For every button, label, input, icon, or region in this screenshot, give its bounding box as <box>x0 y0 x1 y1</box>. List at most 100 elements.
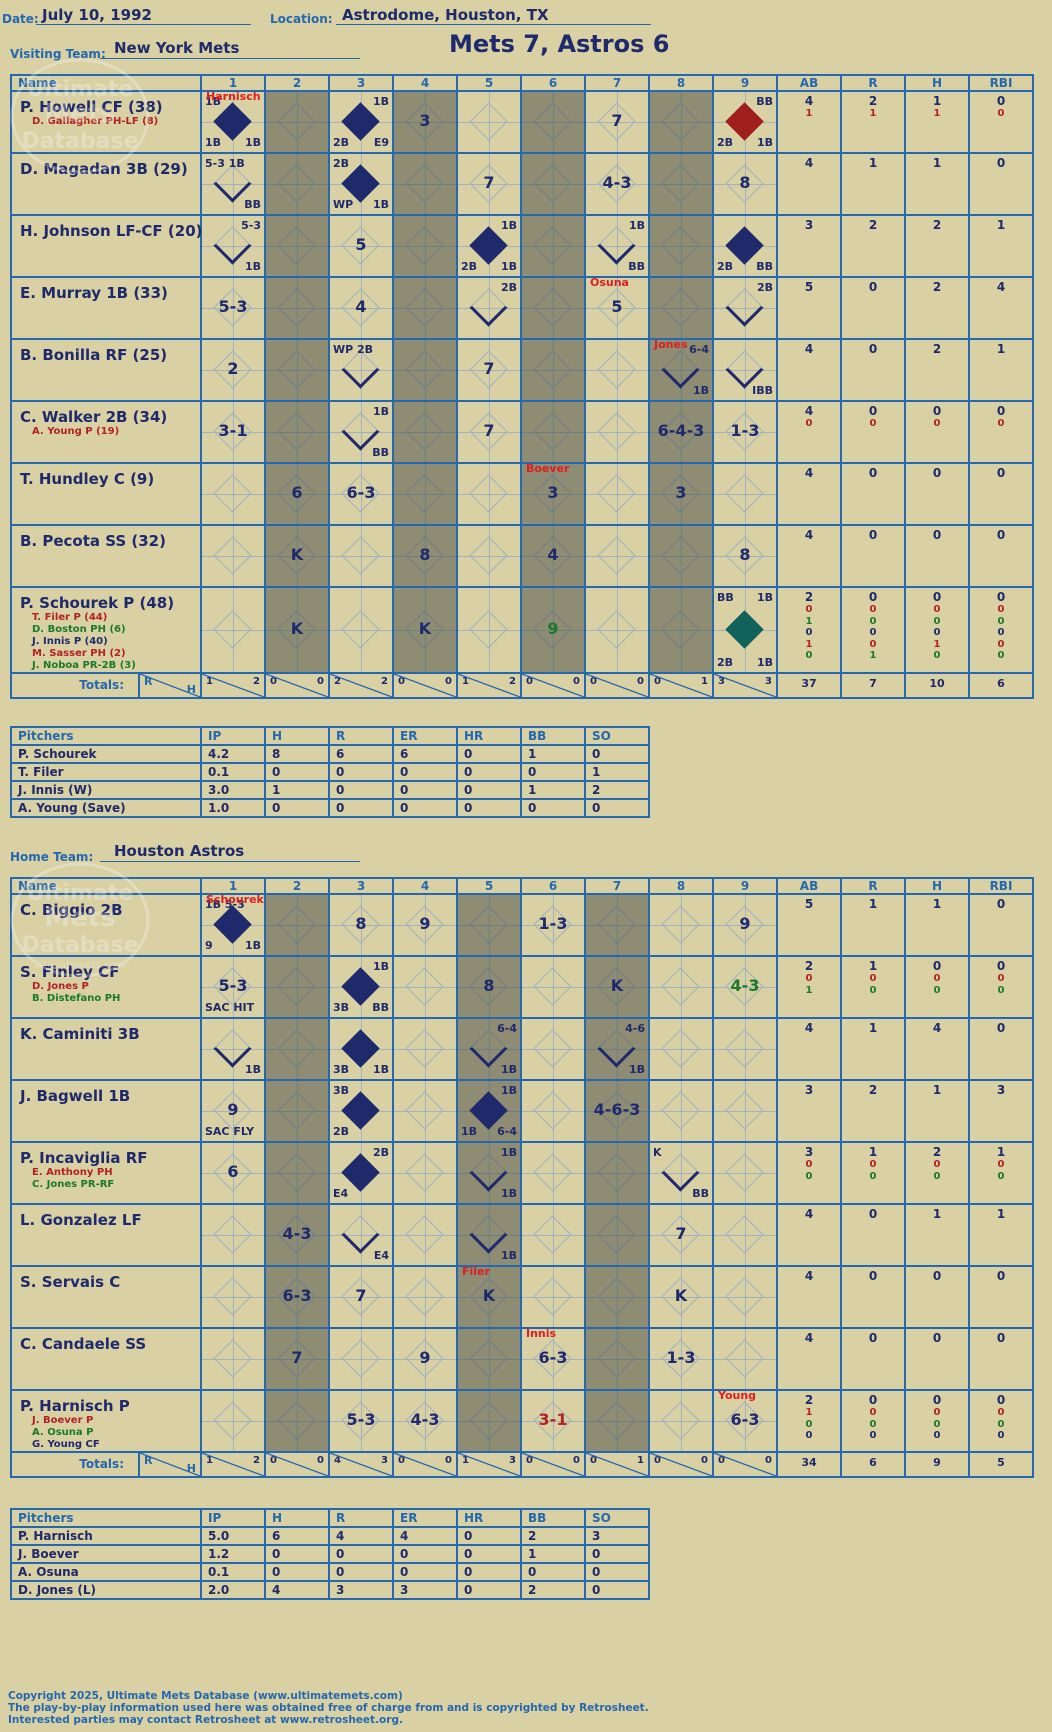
basepath-diamond-icon <box>725 1215 764 1254</box>
visitors-pitching-table: Pitchers IP H R ER HR BB SO P. Schourek 4.2 8 6 6 0 1 0… <box>10 726 650 818</box>
visitors-cell-vline <box>489 589 490 671</box>
home-inning-cell <box>264 955 330 1019</box>
home-inning-total-slash <box>266 1453 328 1476</box>
visitors-stat-total: 7 <box>840 672 906 699</box>
basepath-diamond-icon <box>533 288 572 327</box>
visitors-play-result: 4 <box>547 545 559 564</box>
visitors-inning-cell <box>328 586 394 674</box>
home-cell-vline <box>553 1020 554 1078</box>
home-stat-r: 1 <box>840 1017 906 1081</box>
basepath-diamond-icon <box>213 1339 252 1378</box>
home-stat-total: 34 <box>776 1451 842 1478</box>
home-stat-r: 2 <box>840 1079 906 1143</box>
home-batter-name: S. Servais C <box>20 1273 121 1291</box>
visitors-pitcher-stat: 0 <box>520 798 586 818</box>
home-pitcher-stat: 0 <box>264 1562 330 1582</box>
home-inning-cell <box>520 1079 586 1143</box>
visitors-inning-cell: 3 <box>392 90 458 154</box>
visitors-play-result: 6-3 <box>346 483 376 502</box>
home-inning-cell <box>584 1141 650 1205</box>
visitors-substitute-name: J. Innis P (40) <box>32 636 108 647</box>
visitors-stat-value: 0 <box>997 650 1005 661</box>
home-stat-h: 0 <box>904 1327 970 1391</box>
visitors-play-result: 3 <box>547 483 559 502</box>
visitors-play-annotation: 2B <box>717 656 734 669</box>
visitors-inning-cell: 5-3 1B BB <box>200 152 266 216</box>
basepath-diamond-icon <box>725 288 764 327</box>
home-inning-total-slash <box>330 1453 392 1476</box>
home-batter-name: P. Incaviglia RF <box>20 1149 148 1167</box>
visitors-stat-ab: 4 <box>776 524 842 588</box>
home-inning-cell <box>264 1017 330 1081</box>
home-inning-cell <box>456 1327 522 1391</box>
basepath-diamond-icon <box>405 1091 444 1130</box>
basepath-diamond-icon <box>661 610 700 649</box>
visitors-cell-vline <box>361 341 362 399</box>
visitors-play-annotation: 2B <box>500 281 517 294</box>
home-play-annotation: 1B <box>244 939 261 952</box>
home-pitcher-name: P. Harnisch <box>10 1526 202 1546</box>
home-cell-vline <box>425 1330 426 1388</box>
visitors-batter-name-cell: P. Howell CF (38) D. Gallagher PH-LF (8) <box>10 90 202 154</box>
visitors-inning-cell <box>456 462 522 526</box>
home-cell-vline <box>425 1082 426 1140</box>
visitors-play-annotation: 1B <box>205 136 222 149</box>
home-play-annotation: 1B <box>244 1063 261 1076</box>
home-batter-name: J. Bagwell 1B <box>20 1087 131 1105</box>
visitors-stat-value: 2 <box>932 280 942 294</box>
home-stat-value: 0 <box>805 1430 813 1441</box>
run-scored-diamond-icon <box>469 1091 508 1130</box>
visitors-cell-vline <box>553 403 554 461</box>
visitors-inning-cell: 2 <box>200 338 266 402</box>
home-inning-cell: 6-3 Young <box>712 1389 778 1453</box>
home-inning-cell: 9 <box>392 893 458 957</box>
visitors-pitcher-stat: 0 <box>520 762 586 782</box>
visitors-play-annotation: 1B <box>372 198 389 211</box>
home-play-annotation: 1B <box>500 1187 517 1200</box>
home-inning-cell: 4-3 <box>392 1389 458 1453</box>
visitors-stat-total: 6 <box>968 672 1034 699</box>
home-stat-value: 0 <box>933 1170 941 1182</box>
home-inning-cell <box>520 1203 586 1267</box>
home-cell-vline <box>361 1330 362 1388</box>
visitors-stat-rbi: 4 <box>968 276 1034 340</box>
home-stat-value: 5 <box>804 897 814 911</box>
visitors-inning-cell: 6 <box>264 462 330 526</box>
home-play-annotation: 1B 5-3 <box>205 898 245 911</box>
visitors-cell-vline <box>489 341 490 399</box>
home-pitcher-stat: 1.2 <box>200 1544 266 1564</box>
visitors-cell-vline <box>553 527 554 585</box>
home-stat-value: 2 <box>804 1393 814 1407</box>
visitors-pitcher-stat: 1 <box>520 780 586 800</box>
visitors-play-annotation: BB <box>372 446 389 459</box>
run-scored-diamond-icon <box>213 102 252 141</box>
home-inning-cell: 4-3 <box>264 1203 330 1267</box>
home-play-annotation: 3B <box>333 1063 350 1076</box>
visitors-stat-value: 2 <box>868 94 878 108</box>
basepath-diamond-icon <box>469 1401 508 1440</box>
run-scored-diamond-icon <box>341 1153 380 1192</box>
home-rh-r: R <box>144 1454 153 1467</box>
home-inning-total: 00 <box>648 1451 714 1478</box>
visitors-play-annotation: BB <box>244 198 261 211</box>
visitors-header-r: R <box>840 74 906 92</box>
home-stat-r: 1 <box>840 893 906 957</box>
visitors-pitcher-stat: 1.0 <box>200 798 266 818</box>
visitors-play-result: 5-3 <box>218 297 248 316</box>
visitors-header-inning-6: 6 <box>520 74 586 92</box>
home-play-result: 5-3 <box>218 976 248 995</box>
visitors-pitcher-name: J. Innis (W) <box>10 780 202 800</box>
home-stat-h: 4 <box>904 1017 970 1081</box>
basepath-diamond-icon <box>469 102 508 141</box>
home-pitcher-stat: 0 <box>456 1544 522 1564</box>
visitors-pitcher-stat: 0 <box>264 798 330 818</box>
visitors-stat-value: 0 <box>996 466 1006 480</box>
visitors-cell-vline <box>297 341 298 399</box>
home-inning-cell: 5-3 <box>328 1389 394 1453</box>
home-header-ab: AB <box>776 877 842 895</box>
home-pitchers-col-1: IP <box>200 1508 266 1528</box>
